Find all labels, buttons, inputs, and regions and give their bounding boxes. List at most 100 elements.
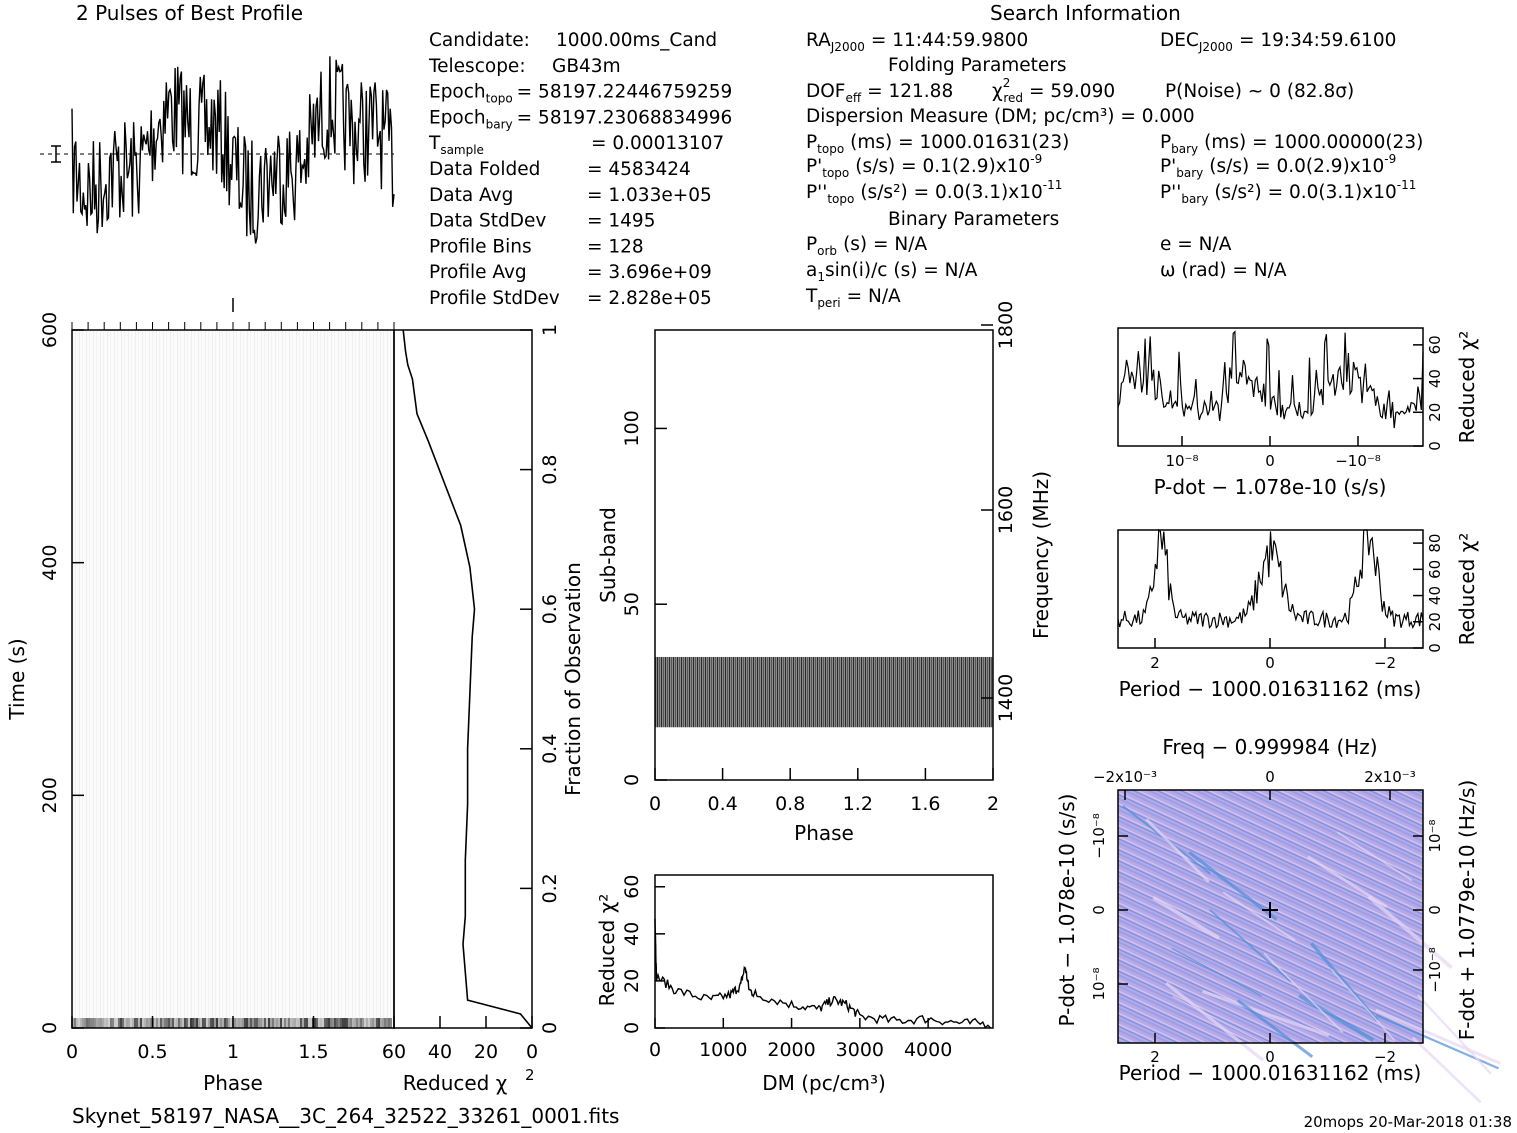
x-axis-label: Period − 1000.01631162 (ms) (1119, 677, 1422, 701)
x-tick-label: 10⁻⁸ (1165, 452, 1198, 470)
time-phase-cell (260, 1018, 262, 1028)
profile-title: 2 Pulses of Best Profile (76, 1, 303, 25)
x-tick-label: −10⁻⁸ (1335, 452, 1381, 470)
y-tick-label: 60 (1426, 560, 1444, 579)
p-pdot-streak (1209, 909, 1292, 983)
time-phase-cell (150, 1018, 152, 1028)
time-phase-cell (148, 1018, 150, 1028)
footer-stamp: 20mops 20-Mar-2018 01:38 (1304, 1113, 1512, 1131)
time-phase-cell (302, 1018, 304, 1028)
x-tick-label: 2000 (767, 1039, 815, 1061)
x-tick-label: 2 (1150, 1048, 1160, 1066)
y-tick-label: 0 (1426, 441, 1444, 451)
time-phase-cell (378, 1018, 380, 1028)
info-mid-column: RAJ2000 = 11:44:59.9800 DECJ2000 = 19:34:5… (805, 30, 1423, 310)
porb-label: Porb (s) = N/A (806, 234, 927, 258)
ptopo-label: Ptopo (ms) = 1000.01631(23) (806, 132, 1069, 156)
time-phase-cell (194, 1018, 196, 1028)
dm-label: Dispersion Measure (DM; pc/cm³) = 0.000 (806, 106, 1195, 127)
time-phase-cell (266, 1018, 268, 1028)
time-phase-cell (296, 1018, 298, 1028)
pbary-label: Pbary (ms) = 1000.00000(23) (1160, 132, 1423, 156)
time-phase-cell (366, 1018, 368, 1028)
p-pdot-streak (1188, 851, 1278, 921)
p-pdot-streak (1263, 952, 1344, 1033)
time-phase-cell (254, 1018, 256, 1028)
y-axis-label: Fraction of Observation (561, 562, 585, 796)
folding-title: Folding Parameters (888, 55, 1067, 76)
time-phase-cell (94, 1018, 96, 1028)
time-phase-cell (252, 1018, 254, 1028)
x-tick-label: 0 (1265, 654, 1275, 672)
time-phase-cell (362, 1018, 364, 1028)
time-phase-cell (110, 1018, 112, 1028)
time-phase-cell (146, 1018, 148, 1028)
info-left-row: Data StdDev = 1495 (429, 211, 655, 232)
search-info-title: Search Information (990, 1, 1181, 25)
time-phase-cell (336, 1018, 338, 1028)
time-phase-cell (386, 1018, 388, 1028)
y-tick-label: 0 (1426, 643, 1444, 653)
time-phase-cell (328, 1018, 330, 1028)
y-tick-label: 60 (621, 875, 643, 899)
time-phase-cell (248, 1018, 250, 1028)
time-phase-cell (196, 1018, 198, 1028)
time-phase-cell (132, 1018, 134, 1028)
time-phase-cell (350, 1018, 352, 1028)
omega-label: ω (rad) = N/A (1160, 260, 1287, 281)
x-axis-label: DM (pc/cm³) (762, 1071, 886, 1095)
time-phase-cell (202, 1018, 204, 1028)
time-phase-cell (388, 1018, 390, 1028)
time-phase-cell (222, 1018, 224, 1028)
time-phase-cell (264, 1018, 266, 1028)
pnoise-label: P(Noise) ~ 0 (82.8σ) (1165, 81, 1354, 102)
time-phase-cell (380, 1018, 382, 1028)
time-phase-cell (128, 1018, 130, 1028)
time-phase-cell (246, 1018, 248, 1028)
time-phase-cell (88, 1018, 90, 1028)
time-phase-cell (108, 1018, 110, 1028)
time-phase-cell (212, 1018, 214, 1028)
info-left-row: Tsample = 0.00013107 (428, 133, 724, 157)
time-phase-cell (294, 1018, 296, 1028)
p-pdot-streak (1298, 993, 1375, 1042)
time-phase-cell (384, 1018, 386, 1028)
time-phase-cell (382, 1018, 384, 1028)
y-tick-label: 0 (621, 1022, 643, 1034)
x-tick-label: 0 (649, 793, 661, 815)
y-tick-label: 40 (621, 922, 643, 946)
x-axis-label: Phase (203, 1071, 263, 1095)
footer-filename: Skynet_58197_NASA__3C_264_32522_33261_00… (72, 1104, 619, 1128)
time-phase-cell (320, 1018, 322, 1028)
time-phase-cell (72, 1018, 74, 1028)
time-phase-cell (236, 1018, 238, 1028)
p-pdot-streak (1367, 895, 1453, 969)
y-tick-label: 10⁻⁸ (1090, 967, 1108, 1000)
time-phase-cell (330, 1018, 332, 1028)
time-phase-cell (184, 1018, 186, 1028)
binary-title: Binary Parameters (888, 209, 1059, 230)
tperi-label: Tperi = N/A (805, 286, 901, 310)
time-phase-cell (370, 1018, 372, 1028)
time-phase-cell (210, 1018, 212, 1028)
time-phase-cell (374, 1018, 376, 1028)
time-phase-cell (178, 1018, 180, 1028)
time-phase-cell (258, 1018, 260, 1028)
time-phase-cell (214, 1018, 216, 1028)
time-phase-cell (310, 1018, 312, 1028)
time-phase-cell (198, 1018, 200, 1028)
x-tick-label: 40 (428, 1041, 452, 1063)
y2-tick-label: 1600 (995, 486, 1017, 534)
x-tick-label: 1.5 (298, 1041, 328, 1063)
time-phase-cell (364, 1018, 366, 1028)
y-axis-label: Reduced χ² (595, 894, 619, 1007)
pdbary-label: P'bary (s/s) = 0.0(2.9)x10-9 (1160, 152, 1396, 180)
time-phase-cell (354, 1018, 356, 1028)
y-tick-label: 40 (1426, 369, 1444, 388)
y-tick-label: 0.2 (539, 873, 561, 903)
time-phase-cell (116, 1018, 118, 1028)
y-axis-label: Reduced χ² (1455, 331, 1479, 444)
time-phase-cell (188, 1018, 190, 1028)
p-pdot-streak (1171, 947, 1263, 997)
